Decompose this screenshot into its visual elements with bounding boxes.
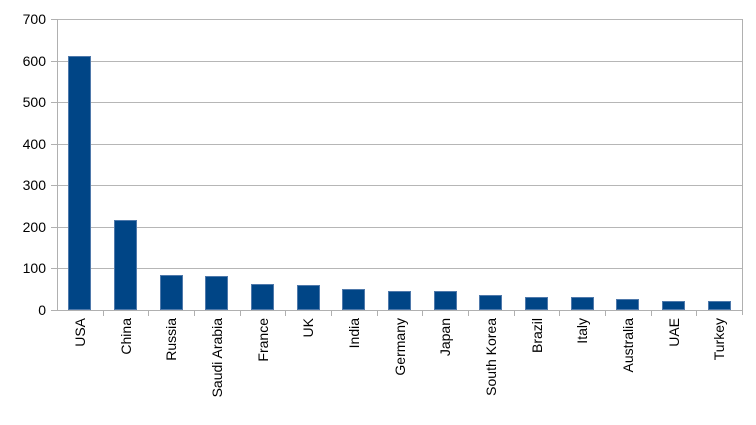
y-tick-label: 400 — [22, 136, 46, 152]
gridline-400 — [57, 144, 742, 145]
bar-usa — [68, 56, 91, 310]
x-category-label-india: India — [346, 318, 362, 349]
gridline-600 — [57, 61, 742, 62]
bar-australia — [616, 299, 639, 310]
y-tick-label: 100 — [22, 260, 46, 276]
y-tick-label: 500 — [22, 94, 46, 110]
x-category-label-germany: Germany — [392, 318, 408, 376]
bar-china — [114, 220, 137, 310]
x-axis-tick — [103, 311, 104, 316]
x-axis-tick — [377, 311, 378, 316]
x-category-label-usa: USA — [72, 318, 88, 347]
x-axis-tick — [696, 311, 697, 316]
y-tick-label: 0 — [38, 302, 46, 318]
bar-france — [251, 284, 274, 310]
x-category-label-brazil: Brazil — [529, 318, 545, 354]
gridline-300 — [57, 185, 742, 186]
y-axis-tick — [51, 102, 57, 103]
y-axis-tick — [51, 61, 57, 62]
x-axis-tick — [331, 311, 332, 316]
bar-turkey — [708, 301, 731, 310]
y-tick-label: 300 — [22, 177, 46, 193]
y-axis-line — [57, 19, 58, 310]
x-category-label-russia: Russia — [163, 318, 179, 361]
x-category-label-uk: UK — [300, 318, 316, 338]
x-axis-tick — [285, 311, 286, 316]
bar-germany — [388, 291, 411, 310]
bar-uae — [662, 301, 685, 310]
x-axis-tick — [651, 311, 652, 316]
y-tick-label: 200 — [22, 219, 46, 235]
x-category-label-france: France — [255, 318, 271, 362]
bar-saudi-arabia — [205, 276, 228, 310]
gridline-200 — [57, 227, 742, 228]
bar-brazil — [525, 297, 548, 310]
gridline-500 — [57, 102, 742, 103]
bar-italy — [571, 297, 594, 310]
x-axis-tick — [422, 311, 423, 316]
plot-right-border — [742, 19, 743, 315]
x-category-label-china: China — [118, 318, 134, 355]
x-category-label-australia: Australia — [620, 318, 636, 373]
x-axis-tick — [468, 311, 469, 316]
x-axis-tick — [605, 311, 606, 316]
x-axis-tick — [148, 311, 149, 316]
x-axis-tick — [559, 311, 560, 316]
y-axis-tick — [51, 185, 57, 186]
bar-india — [342, 289, 365, 310]
x-category-label-japan: Japan — [437, 318, 453, 357]
x-category-label-turkey: Turkey — [711, 318, 727, 361]
y-axis-tick — [51, 310, 57, 311]
gridline-700 — [57, 19, 742, 20]
y-axis-tick — [51, 19, 57, 20]
x-category-label-italy: Italy — [574, 318, 590, 344]
y-tick-label: 600 — [22, 53, 46, 69]
y-axis-tick — [51, 144, 57, 145]
y-tick-label: 700 — [22, 11, 46, 27]
x-category-label-uae: UAE — [666, 318, 682, 347]
y-axis-tick — [51, 227, 57, 228]
x-axis-tick — [240, 311, 241, 316]
x-axis-tick — [514, 311, 515, 316]
x-axis-tick — [194, 311, 195, 316]
y-axis-tick — [51, 268, 57, 269]
gridline-100 — [57, 268, 742, 269]
x-category-label-saudi-arabia: Saudi Arabia — [209, 318, 225, 398]
bar-uk — [297, 285, 320, 310]
bar-japan — [434, 291, 457, 310]
x-category-label-south-korea: South Korea — [483, 318, 499, 396]
x-axis-line — [57, 310, 743, 311]
bar-russia — [160, 275, 183, 310]
bar-south-korea — [479, 295, 502, 310]
